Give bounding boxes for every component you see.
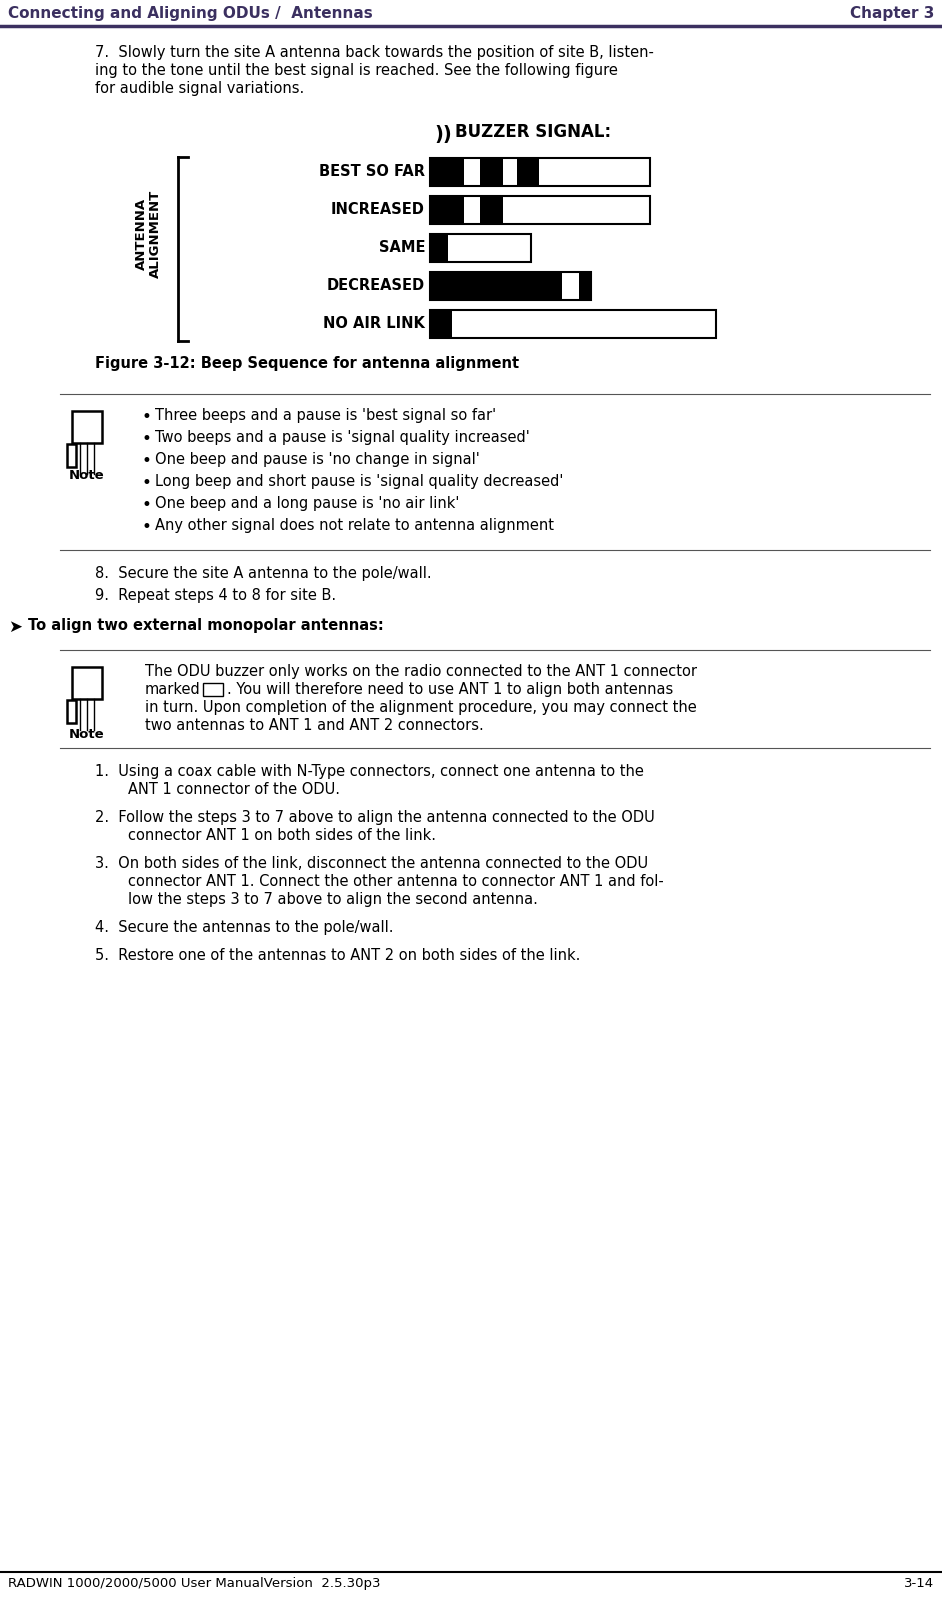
Text: Connecting and Aligning ODUs /  Antennas: Connecting and Aligning ODUs / Antennas	[8, 6, 373, 21]
Text: One beep and a long pause is 'no air link': One beep and a long pause is 'no air lin…	[155, 496, 460, 512]
Text: in turn. Upon completion of the alignment procedure, you may connect the: in turn. Upon completion of the alignmen…	[145, 699, 697, 715]
Text: INCREASED: INCREASED	[332, 202, 425, 218]
Bar	[73, 667, 102, 699]
Text: •: •	[141, 452, 151, 470]
Text: 3.  On both sides of the link, disconnect the antenna connected to the ODU: 3. On both sides of the link, disconnect…	[95, 857, 648, 871]
Text: low the steps 3 to 7 above to align the second antenna.: low the steps 3 to 7 above to align the …	[128, 892, 538, 906]
Text: RADWIN 1000/2000/5000 User ManualVersion  2.5.30p3: RADWIN 1000/2000/5000 User ManualVersion…	[8, 1577, 381, 1590]
Text: •: •	[141, 518, 151, 536]
Text: connector ANT 1. Connect the other antenna to connector ANT 1 and fol-: connector ANT 1. Connect the other anten…	[128, 874, 664, 889]
Bar	[430, 310, 452, 338]
Text: NO AIR LINK: NO AIR LINK	[323, 316, 425, 332]
Bar	[430, 273, 591, 300]
Bar	[67, 444, 76, 467]
Text: )): ))	[208, 683, 219, 695]
Bar	[430, 159, 464, 186]
Text: 8.  Secure the site A antenna to the pole/wall.: 8. Secure the site A antenna to the pole…	[95, 566, 431, 581]
Bar	[430, 234, 531, 261]
Text: Chapter 3: Chapter 3	[850, 6, 934, 21]
Bar	[430, 234, 448, 261]
Text: One beep and pause is 'no change in signal': One beep and pause is 'no change in sign…	[155, 452, 479, 467]
Text: ANTENNA
ALIGNMENT: ANTENNA ALIGNMENT	[135, 189, 161, 277]
Text: 9.  Repeat steps 4 to 8 for site B.: 9. Repeat steps 4 to 8 for site B.	[95, 589, 336, 603]
Bar	[579, 273, 591, 300]
Text: Figure 3-12: Beep Sequence for antenna alignment: Figure 3-12: Beep Sequence for antenna a…	[95, 356, 519, 371]
Text: )): ))	[434, 125, 452, 144]
Text: for audible signal variations.: for audible signal variations.	[95, 80, 304, 96]
Text: ➤: ➤	[8, 618, 22, 637]
Bar	[430, 159, 650, 186]
Bar	[479, 159, 503, 186]
Text: •: •	[141, 407, 151, 427]
Text: •: •	[141, 496, 151, 513]
Text: Note: Note	[69, 468, 105, 481]
Text: BEST SO FAR: BEST SO FAR	[319, 165, 425, 180]
Bar	[517, 159, 539, 186]
Bar	[203, 683, 223, 696]
Text: connector ANT 1 on both sides of the link.: connector ANT 1 on both sides of the lin…	[128, 828, 436, 844]
Text: DECREASED: DECREASED	[327, 279, 425, 294]
Bar	[430, 196, 650, 225]
Text: To align two external monopolar antennas:: To align two external monopolar antennas…	[28, 618, 383, 634]
Text: Long beep and short pause is 'signal quality decreased': Long beep and short pause is 'signal qua…	[155, 475, 563, 489]
Text: Three beeps and a pause is 'best signal so far': Three beeps and a pause is 'best signal …	[155, 407, 496, 423]
Text: •: •	[141, 430, 151, 448]
Text: Any other signal does not relate to antenna alignment: Any other signal does not relate to ante…	[155, 518, 554, 533]
Text: Two beeps and a pause is 'signal quality increased': Two beeps and a pause is 'signal quality…	[155, 430, 529, 444]
Bar	[430, 273, 561, 300]
Text: 1.  Using a coax cable with N-Type connectors, connect one antenna to the: 1. Using a coax cable with N-Type connec…	[95, 764, 644, 780]
Text: BUZZER SIGNAL:: BUZZER SIGNAL:	[455, 124, 611, 141]
Bar	[430, 310, 716, 338]
Bar	[430, 196, 464, 225]
Text: two antennas to ANT 1 and ANT 2 connectors.: two antennas to ANT 1 and ANT 2 connecto…	[145, 719, 484, 733]
Text: •: •	[141, 475, 151, 492]
Text: ing to the tone until the best signal is reached. See the following figure: ing to the tone until the best signal is…	[95, 63, 618, 79]
Bar	[73, 411, 102, 443]
Bar	[479, 196, 503, 225]
Text: ANT 1 connector of the ODU.: ANT 1 connector of the ODU.	[128, 783, 340, 797]
Text: SAME: SAME	[379, 241, 425, 255]
Text: The ODU buzzer only works on the radio connected to the ANT 1 connector: The ODU buzzer only works on the radio c…	[145, 664, 697, 678]
Bar	[67, 699, 76, 723]
Text: 4.  Secure the antennas to the pole/wall.: 4. Secure the antennas to the pole/wall.	[95, 921, 394, 935]
Text: marked: marked	[145, 682, 201, 698]
Text: 5.  Restore one of the antennas to ANT 2 on both sides of the link.: 5. Restore one of the antennas to ANT 2 …	[95, 948, 580, 962]
Text: 2.  Follow the steps 3 to 7 above to align the antenna connected to the ODU: 2. Follow the steps 3 to 7 above to alig…	[95, 810, 655, 824]
Text: 7.  Slowly turn the site A antenna back towards the position of site B, listen-: 7. Slowly turn the site A antenna back t…	[95, 45, 654, 59]
Text: 3-14: 3-14	[904, 1577, 934, 1590]
Text: . You will therefore need to use ANT 1 to align both antennas: . You will therefore need to use ANT 1 t…	[227, 682, 674, 698]
Text: Note: Note	[69, 728, 105, 741]
